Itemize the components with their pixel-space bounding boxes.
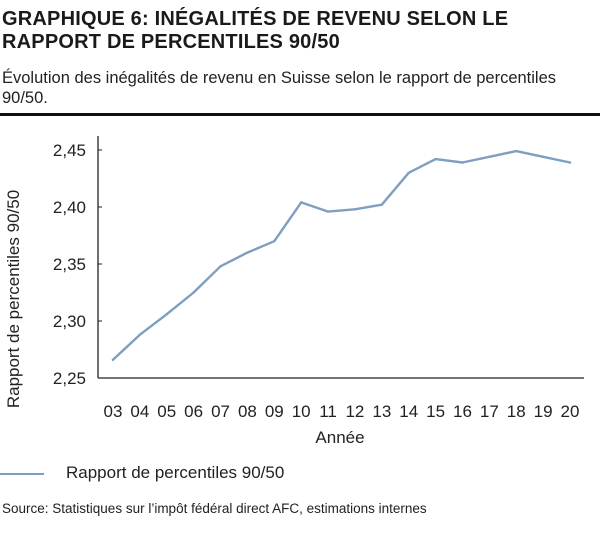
y-tick-label: 2,30 [53, 312, 86, 331]
x-tick-label: 08 [238, 402, 257, 421]
data-point [111, 358, 115, 361]
x-tick-label: 11 [319, 402, 337, 421]
y-tick-label: 2,25 [53, 369, 86, 388]
x-tick-label: 12 [345, 402, 364, 421]
legend-swatch [0, 473, 44, 475]
legend: Rapport de percentiles 90/50 [0, 462, 400, 486]
data-point [326, 210, 330, 213]
x-tick-label: 19 [534, 402, 553, 421]
x-tick-label: 07 [211, 402, 230, 421]
x-tick-label: 20 [561, 402, 580, 421]
data-point [488, 155, 491, 159]
line-chart: 2,25 2,30 2,35 2,40 2,45 03 04 05 06 07 08 09 10 11 12… [4, 136, 584, 447]
y-tick-label: 2,40 [53, 198, 86, 217]
x-tick-label: 04 [130, 402, 149, 421]
data-point [568, 161, 572, 164]
x-tick-label: 15 [426, 402, 445, 421]
data-point [165, 312, 168, 316]
data-point [380, 203, 384, 206]
data-point [541, 155, 545, 159]
data-point [407, 171, 410, 174]
x-tick-label: 16 [453, 402, 472, 421]
x-tick-label: 13 [372, 402, 391, 421]
header-divider [0, 113, 600, 116]
data-point [273, 240, 276, 243]
data-point [353, 208, 357, 211]
chart-subtitle: Évolution des inégalités de revenu en Su… [2, 69, 557, 107]
source-note: Source: Statistiques sur l’impôt fédéral… [2, 501, 427, 516]
chart-title: GRAPHIQUE 6: INÉGALITÉS DE REVENU SELON … [2, 8, 509, 53]
x-tick-label: 05 [157, 402, 176, 421]
series-line [111, 149, 572, 362]
x-tick-label: 18 [507, 402, 526, 421]
data-point [138, 333, 142, 336]
legend-label: Rapport de percentiles 90/50 [66, 463, 285, 482]
data-point [461, 161, 464, 164]
x-tick-label: 17 [480, 402, 499, 421]
data-point [515, 149, 518, 153]
y-tick-label: 2,35 [53, 255, 86, 274]
y-axis-title: Rapport de percentiles 90/50 [4, 190, 23, 408]
x-tick-label: 09 [265, 402, 284, 421]
y-tick-label: 2,45 [53, 141, 86, 160]
data-point [246, 251, 249, 254]
x-tick-label: 06 [184, 402, 203, 421]
data-point [434, 157, 437, 161]
x-axis-title: Année [315, 428, 364, 447]
x-tick-label: 03 [104, 402, 123, 421]
data-point [299, 201, 303, 204]
x-tick-label: 14 [399, 402, 418, 421]
x-tick-label: 10 [292, 402, 311, 421]
data-point [219, 265, 222, 268]
data-point [192, 291, 195, 294]
